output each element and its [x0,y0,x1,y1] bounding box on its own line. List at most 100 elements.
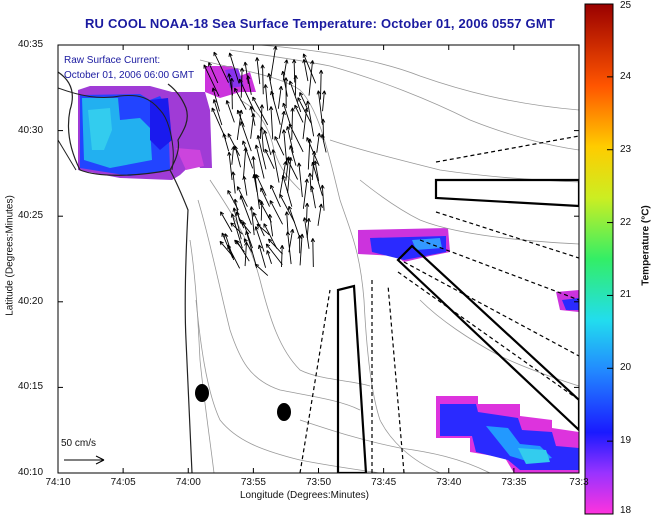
current-vector [279,193,296,223]
current-vector [306,217,311,238]
current-vector [310,185,316,209]
x-tick-label: 74:00 [175,477,201,488]
current-vector [293,75,298,96]
current-vector [281,129,288,165]
current-vector [302,217,310,249]
current-vector [230,222,243,235]
current-vector [260,187,270,207]
current-vector [249,105,256,126]
y-tick-label: 40:25 [18,210,44,222]
current-vector [203,64,220,97]
current-vector [299,92,308,110]
current-vector [259,104,265,140]
colorbar-tick-label: 18 [620,505,632,516]
colorbar-tick-label: 24 [620,70,632,82]
current-vector [292,59,297,83]
current-vector [282,102,292,127]
current-vector [317,203,323,226]
current-vector [279,161,288,195]
current-vector [288,80,302,113]
surface-current-vectors [203,45,327,276]
current-vector [208,62,219,84]
current-vector [287,157,293,194]
current-vector [243,61,249,85]
current-vector [306,137,320,166]
current-label-time: October 01, 2006 06:00 GMT [64,70,195,81]
sst-patch-nw [78,66,256,180]
colorbar-tick-label: 21 [620,289,632,301]
x-tick-label: 74:05 [110,477,136,488]
current-vector [267,213,274,237]
current-vector [257,244,267,268]
current-vector [297,97,312,124]
x-tick-label: 73:3 [569,477,589,488]
current-vector [290,107,295,140]
colorbar-tick-label: 23 [620,143,632,155]
current-vector [239,195,252,225]
figure-title: RU COOL NOAA-18 Sea Surface Temperature:… [84,16,556,31]
current-vector [269,200,283,225]
current-vector [311,161,323,196]
current-vector [294,104,304,123]
current-vector [297,162,303,198]
current-vector [235,211,245,229]
current-vector [230,213,243,249]
x-tick-label: 73:50 [305,477,332,488]
current-vector [227,244,241,269]
current-vector [268,106,274,140]
current-vector [245,230,257,265]
current-vector [233,145,242,168]
y-tick-label: 40:20 [18,295,44,307]
scale-arrow [64,455,105,465]
current-vector [229,77,234,110]
current-vector [270,90,281,125]
current-vector [242,140,254,169]
current-vector [267,238,283,255]
current-vector [222,133,230,152]
current-vector [220,211,233,233]
current-vector [242,147,248,179]
x-tick-label: 73:40 [436,477,462,488]
current-vector [302,53,317,84]
radar-sector-outlines [336,178,579,473]
y-tick-label: 40:15 [18,381,44,393]
current-vector [310,238,315,268]
current-vector [263,130,272,156]
current-vector [308,60,315,96]
current-vector [228,52,240,84]
current-vector [304,202,310,223]
y-axis-label: Latitude (Degrees:Minutes) [4,195,16,316]
current-vector [240,121,252,152]
colorbar-tick-label: 25 [620,0,632,11]
current-vector [250,113,256,139]
current-vector [289,145,297,166]
current-vector [256,223,270,236]
current-vector [254,226,265,252]
current-vector [318,69,324,100]
current-vector [281,70,288,97]
current-vector [287,205,300,236]
current-vector [274,136,285,156]
current-vector [299,233,305,266]
current-vector [225,100,235,123]
current-vector [267,73,275,100]
colorbar-tick-label: 20 [620,362,632,374]
y-tick-label: 40:30 [18,124,44,136]
current-vector [242,175,248,196]
y-tick-label: 40:10 [18,467,44,478]
current-vector [281,174,293,207]
current-vector [269,45,278,82]
current-vector [278,110,286,139]
current-vector [258,199,272,223]
current-vector [252,96,269,126]
radar-beam-lines [299,135,579,473]
current-vector [256,134,267,170]
current-vector [302,107,309,140]
current-vector [265,243,283,265]
sst-patch-se [436,396,579,473]
current-vector [311,150,317,181]
current-vector [266,250,272,264]
current-vector [283,77,289,109]
